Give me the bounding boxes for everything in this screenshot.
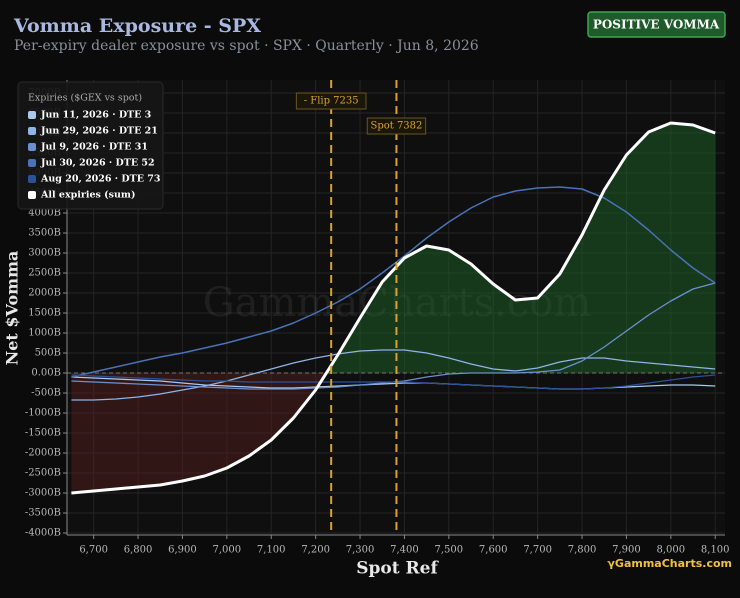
legend-label: Jun 29, 2026 · DTE 21 [40, 126, 158, 137]
legend-swatch [28, 143, 36, 151]
legend-label: Jul 30, 2026 · DTE 52 [40, 158, 155, 169]
x-tick-label: 7,200 [301, 545, 330, 556]
x-tick-label: 7,300 [346, 545, 375, 556]
legend-title: Expiries ($GEX vs spot) [28, 93, 142, 104]
y-tick-label: -3500B [25, 508, 61, 519]
reference-label: - Flip 7235 [304, 96, 359, 107]
y-tick-label: 2500B [28, 268, 61, 279]
y-tick-label: 3000B [28, 248, 61, 259]
x-tick-label: 7,000 [213, 545, 242, 556]
badge: POSITIVE VOMMA [593, 18, 720, 32]
y-tick-label: 3500B [28, 228, 61, 239]
x-tick-label: 6,900 [168, 545, 197, 556]
legend-swatch [28, 175, 36, 183]
y-tick-label: 2000B [28, 288, 61, 299]
y-tick-label: 1000B [28, 328, 61, 339]
series-line [71, 374, 716, 390]
x-tick-label: 6,800 [124, 545, 153, 556]
legend-swatch [28, 191, 36, 199]
y-tick-label: -2500B [25, 468, 61, 479]
y-tick-label: 500B [35, 348, 61, 359]
y-axis-label: Net $Vomma [3, 251, 22, 366]
x-tick-label: 7,700 [523, 545, 552, 556]
area-positive [71, 123, 716, 373]
area-negative [71, 373, 716, 493]
x-tick-label: 7,800 [568, 545, 597, 556]
x-tick-label: 7,400 [390, 545, 419, 556]
y-tick-label: -1500B [25, 428, 61, 439]
badge-box [587, 11, 726, 38]
legend-box [17, 81, 164, 210]
y-tick-label: -1000B [25, 408, 61, 419]
y-tick-label: 1500B [28, 308, 61, 319]
x-tick-label: 7,600 [479, 545, 508, 556]
legend-label: Aug 20, 2026 · DTE 73 [40, 174, 161, 185]
x-axis-label: Spot Ref [356, 559, 439, 579]
series-line [71, 349, 716, 401]
x-tick-label: 8,100 [701, 545, 730, 556]
series-line [71, 186, 716, 378]
y-tick-label: -3000B [25, 488, 61, 499]
legend-swatch [28, 159, 36, 167]
y-tick-label: -4000B [25, 528, 61, 539]
brand: γGammaCharts.com [607, 557, 732, 570]
y-tick-label: -500B [31, 388, 61, 399]
legend-label: Jul 9, 2026 · DTE 31 [40, 142, 148, 153]
reference-label-box [295, 92, 367, 110]
x-tick-label: 8,000 [657, 545, 686, 556]
y-tick-label: 0.00B [31, 368, 61, 379]
x-tick-label: 6,700 [79, 545, 108, 556]
y-tick-label: 4000B [28, 208, 61, 219]
legend-label: All expiries (sum) [40, 190, 135, 201]
chart-subtitle: Per-expiry dealer exposure vs spot · SPX… [14, 38, 479, 54]
legend-swatch [28, 111, 36, 119]
series-line [71, 121, 716, 495]
y-tick-label: -2000B [25, 448, 61, 459]
x-tick-label: 7,500 [435, 545, 464, 556]
chart-title: Vomma Exposure - SPX [13, 15, 261, 37]
x-tick-label: 7,900 [612, 545, 641, 556]
legend-swatch [28, 127, 36, 135]
reference-label: Spot 7382 [370, 121, 422, 132]
x-tick-label: 7,100 [257, 545, 286, 556]
legend-label: Jun 11, 2026 · DTE 3 [40, 110, 151, 121]
reference-label-box [366, 117, 427, 135]
